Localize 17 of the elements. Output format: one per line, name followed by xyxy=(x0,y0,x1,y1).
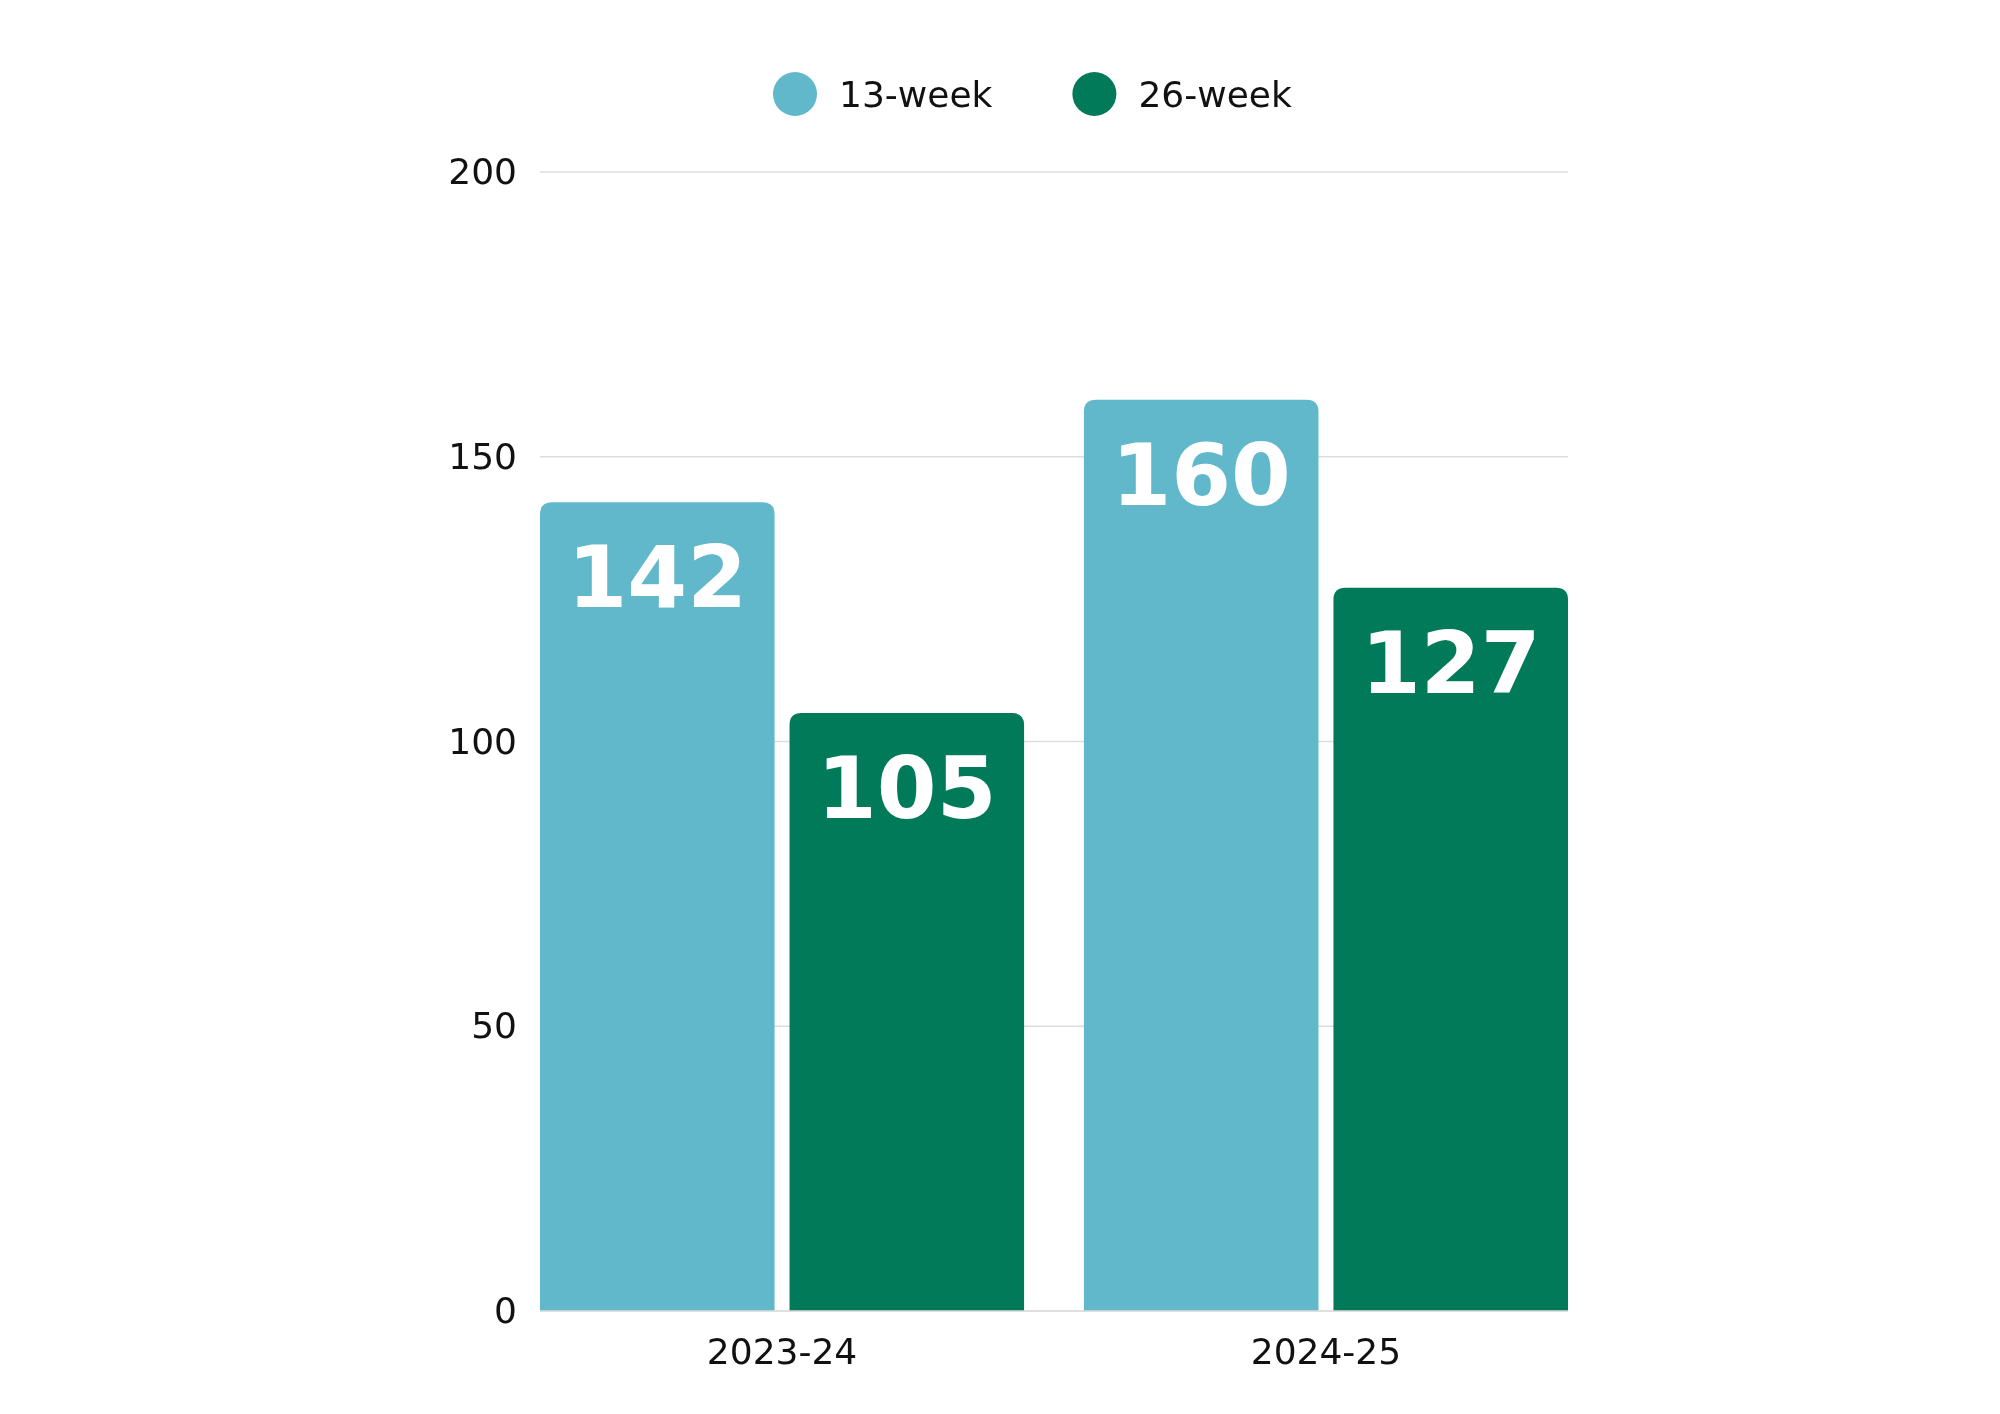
y-tick-label: 200 xyxy=(448,151,517,193)
y-tick-label: 100 xyxy=(448,720,517,762)
x-tick-label: 2023-24 xyxy=(706,1330,858,1372)
y-tick-label: 150 xyxy=(448,435,517,477)
bar xyxy=(1333,587,1568,1311)
y-tick-label: 0 xyxy=(494,1290,517,1332)
bar xyxy=(789,713,1025,1311)
legend-label: 26-week xyxy=(1138,73,1292,115)
data-label: 105 xyxy=(817,738,997,839)
legend-label: 13-week xyxy=(839,73,993,115)
bar xyxy=(1083,399,1319,1311)
data-label: 127 xyxy=(1360,612,1541,713)
y-tick-label: 50 xyxy=(471,1005,517,1047)
bar xyxy=(540,502,775,1311)
x-tick-label: 2024-25 xyxy=(1250,1330,1402,1372)
data-label: 142 xyxy=(567,527,748,628)
data-label: 160 xyxy=(1111,424,1291,525)
